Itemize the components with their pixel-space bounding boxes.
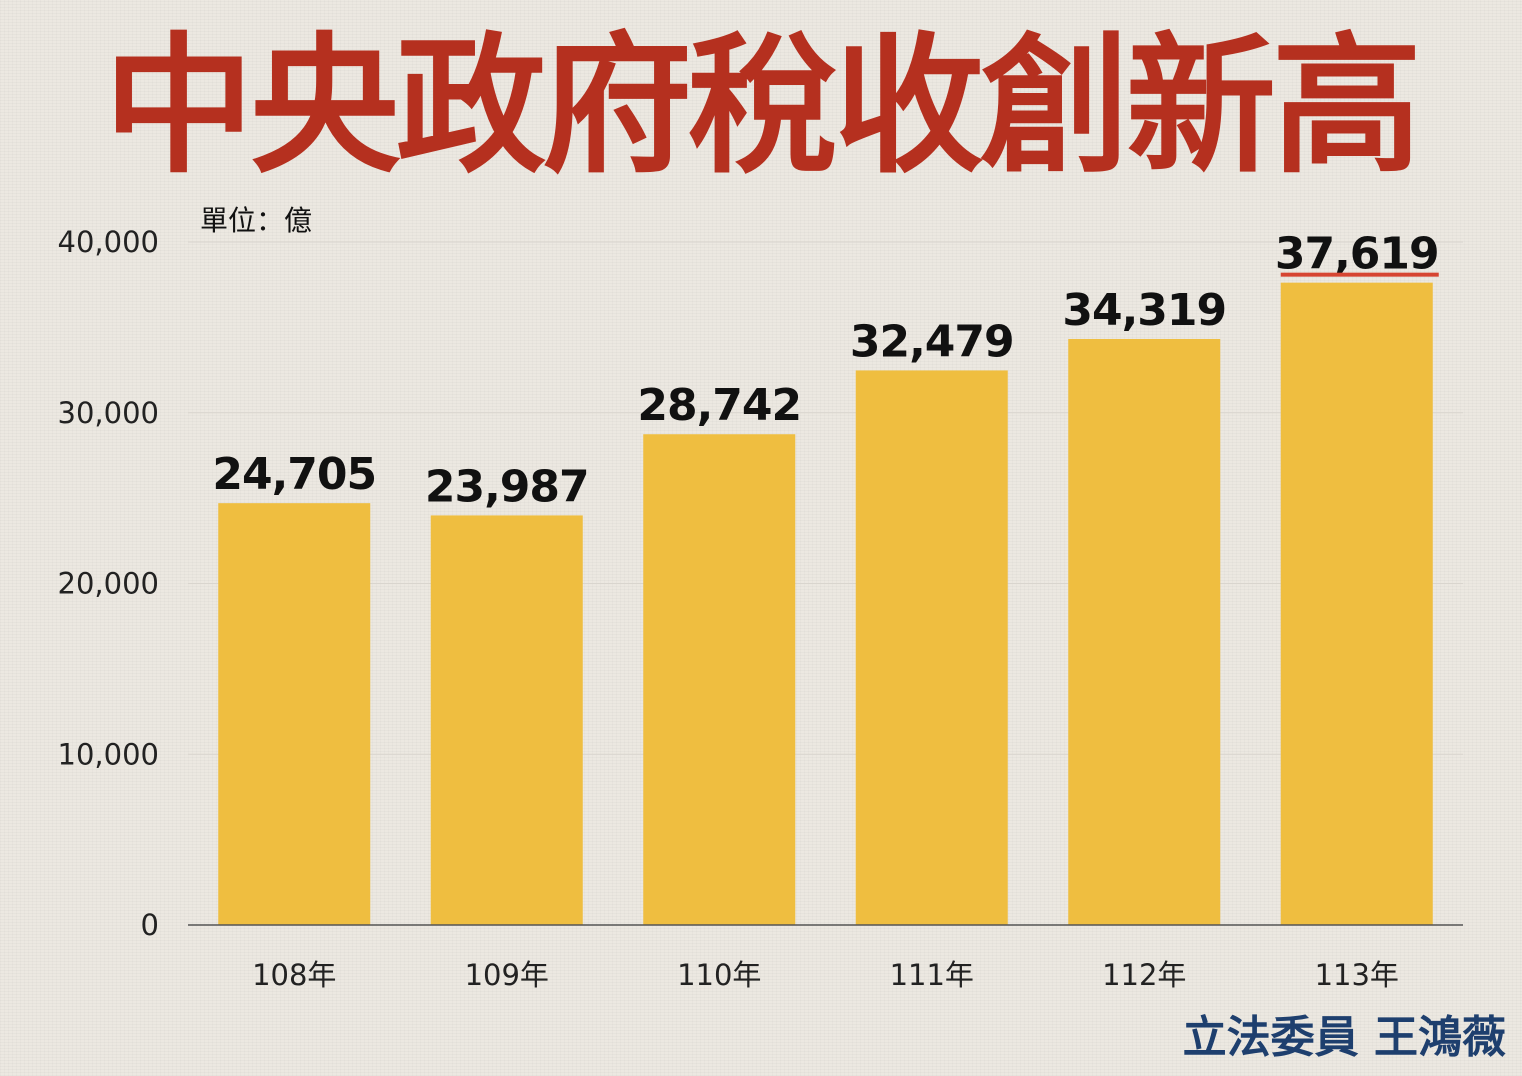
- x-tick-label: 113年: [1315, 958, 1399, 992]
- value-label: 23,987: [425, 461, 589, 512]
- highlight-underline: [1280, 272, 1439, 277]
- credit-signature: 立法委員 王鴻薇: [1182, 1012, 1506, 1063]
- x-tick-label: 111年: [890, 958, 974, 992]
- value-label: 37,619: [1275, 229, 1439, 280]
- gridlines: [188, 241, 1463, 755]
- axes: 0 10,000 20,000 30,000 40,000 108年 109年 110年 111…: [58, 225, 1463, 992]
- bar: [643, 434, 796, 925]
- unit-label: 單位：億: [200, 204, 313, 237]
- value-label: 34,319: [1062, 285, 1226, 336]
- value-label: 28,742: [637, 380, 801, 431]
- value-label: 32,479: [850, 316, 1014, 367]
- bars: [218, 282, 1433, 926]
- bar: [855, 370, 1008, 925]
- x-tick-label: 109年: [465, 958, 549, 992]
- y-tick-label: 30,000: [58, 396, 159, 430]
- x-tick-label: 110年: [677, 958, 761, 992]
- x-tick-label: 112年: [1102, 958, 1186, 992]
- value-label: 24,705: [212, 449, 376, 500]
- y-tick-label: 0: [141, 908, 159, 942]
- bar: [1068, 339, 1221, 926]
- bar: [218, 503, 371, 925]
- x-tick-label: 108年: [252, 958, 336, 992]
- bar: [1280, 282, 1433, 925]
- y-tick-label: 40,000: [58, 225, 159, 259]
- chart-title: 中央政府稅收創新高: [103, 20, 1422, 194]
- y-tick-label: 20,000: [58, 567, 159, 601]
- bar: [430, 515, 583, 925]
- data-labels: 24,705 23,987 28,742 32,479 34,319 37,619: [212, 229, 1439, 513]
- y-tick-label: 10,000: [58, 737, 159, 771]
